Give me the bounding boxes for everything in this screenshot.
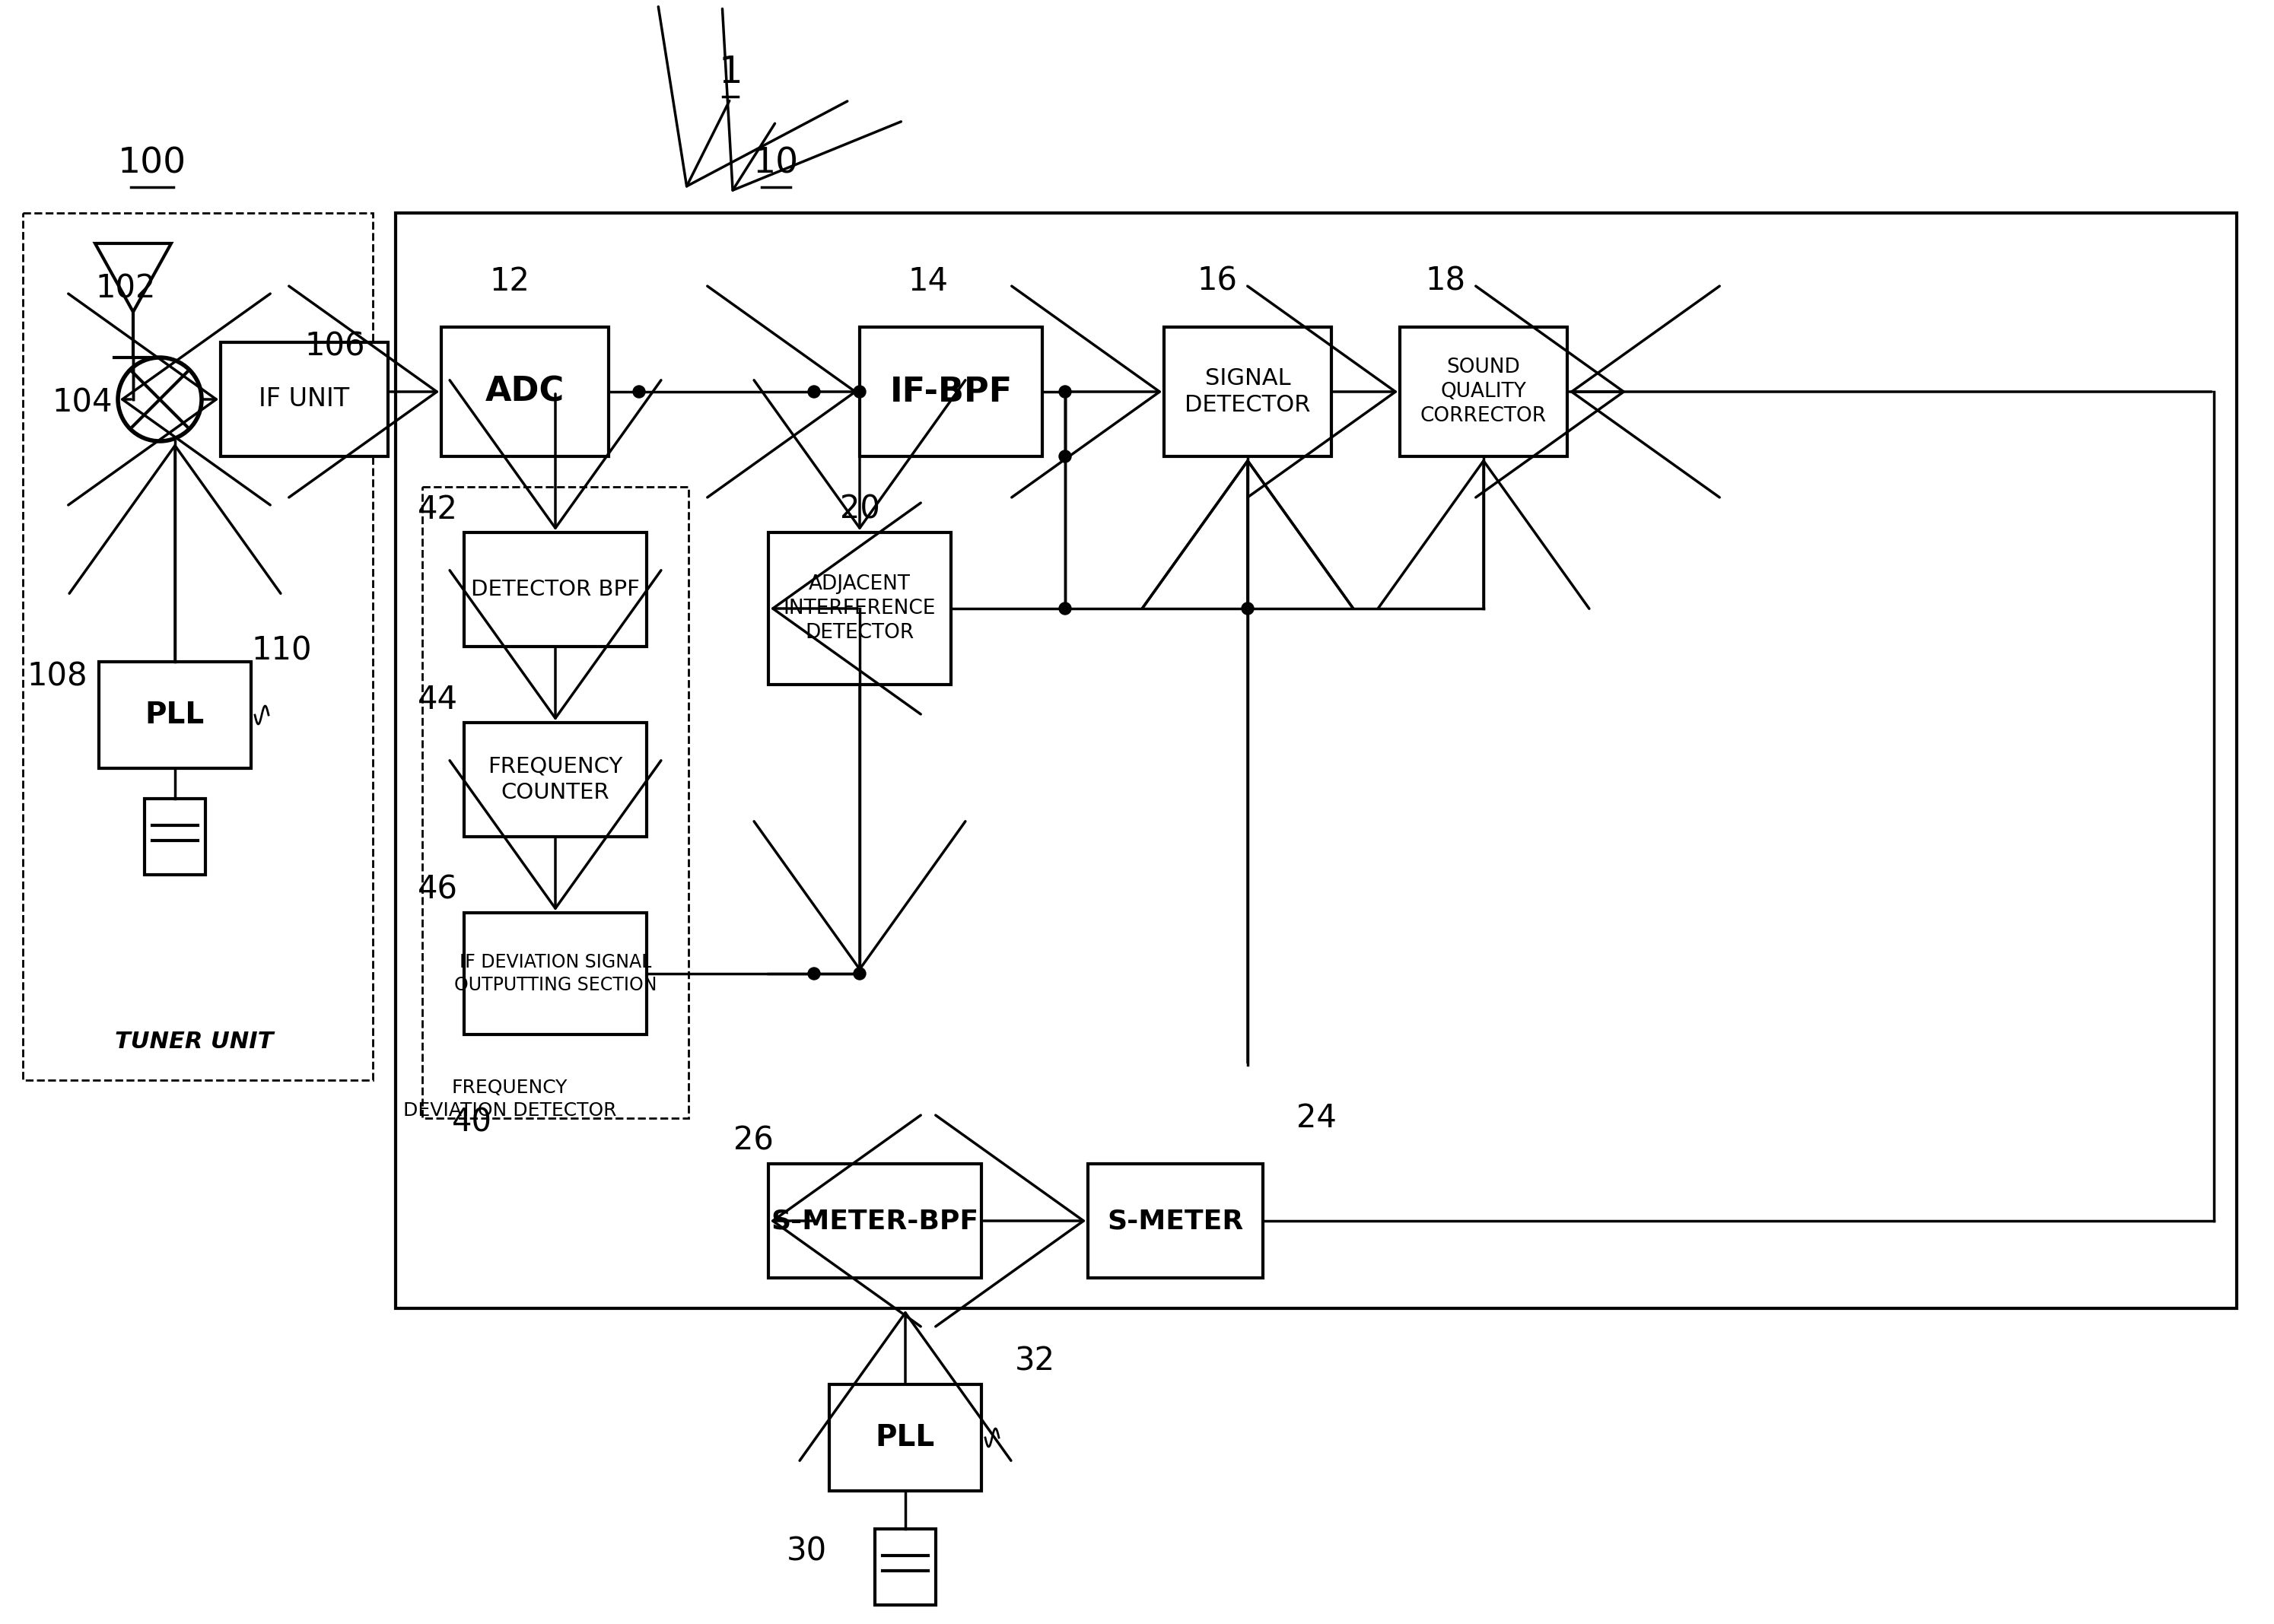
Bar [23,213,373,1080]
Bar [464,533,646,646]
Text: 30: 30 [787,1536,828,1567]
Text: IF UNIT: IF UNIT [259,387,350,412]
Text: PLL: PLL [875,1423,935,1452]
Text: 18: 18 [1426,265,1467,297]
Bar [1401,326,1567,456]
Text: 12: 12 [489,265,530,297]
Text: 1: 1 [719,54,741,91]
Bar [1164,326,1330,456]
Bar [769,533,951,685]
Bar [396,213,2238,1309]
Text: 46: 46 [418,874,457,906]
Bar [1087,1164,1262,1278]
Text: TUNER UNIT: TUNER UNIT [114,1031,273,1052]
Text: FREQUENCY
COUNTER: FREQUENCY COUNTER [489,755,623,804]
Circle shape [1242,603,1253,614]
Text: 110: 110 [250,635,312,666]
Bar [830,1384,982,1491]
Text: S-METER-BPF: S-METER-BPF [771,1208,978,1234]
Text: 14: 14 [907,265,948,297]
Text: 24: 24 [1296,1103,1337,1134]
Text: IF-BPF: IF-BPF [889,375,1012,408]
Bar [860,326,1041,456]
Text: 26: 26 [732,1125,773,1156]
Text: 32: 32 [1014,1346,1055,1377]
Circle shape [853,385,866,398]
Circle shape [807,968,821,979]
Text: PLL: PLL [146,700,205,729]
Text: 100: 100 [118,146,186,180]
Bar [464,913,646,1034]
Circle shape [1060,385,1071,398]
Text: ADC: ADC [484,375,564,408]
Circle shape [1060,603,1071,614]
Text: 106: 106 [305,330,366,362]
Bar [769,1164,982,1278]
Text: IF DEVIATION SIGNAL
OUTPUTTING SECTION: IF DEVIATION SIGNAL OUTPUTTING SECTION [455,953,657,994]
Text: 20: 20 [839,494,880,526]
Text: ADJACENT
INTERFERENCE
DETECTOR: ADJACENT INTERFERENCE DETECTOR [785,575,937,643]
Circle shape [853,968,866,979]
Circle shape [632,385,646,398]
Text: 40: 40 [453,1106,491,1138]
Bar [221,343,389,456]
Text: S-METER: S-METER [1107,1208,1244,1234]
Text: 42: 42 [418,494,457,526]
Bar [423,487,689,1119]
Text: 108: 108 [27,661,86,693]
Text: SOUND
QUALITY
CORRECTOR: SOUND QUALITY CORRECTOR [1421,357,1546,425]
Text: SIGNAL
DETECTOR: SIGNAL DETECTOR [1185,367,1310,416]
Bar [98,661,250,768]
Circle shape [1060,450,1071,463]
Text: 44: 44 [418,684,457,716]
Text: 104: 104 [52,387,111,419]
Bar [875,1528,937,1605]
Text: 10: 10 [753,146,798,180]
Circle shape [807,385,821,398]
Bar [146,799,205,875]
Text: 16: 16 [1196,265,1237,297]
Text: FREQUENCY
DEVIATION DETECTOR: FREQUENCY DEVIATION DETECTOR [402,1078,616,1119]
Text: 102: 102 [96,273,155,305]
Bar [441,326,609,456]
Text: DETECTOR BPF: DETECTOR BPF [471,578,639,601]
Bar [464,723,646,836]
